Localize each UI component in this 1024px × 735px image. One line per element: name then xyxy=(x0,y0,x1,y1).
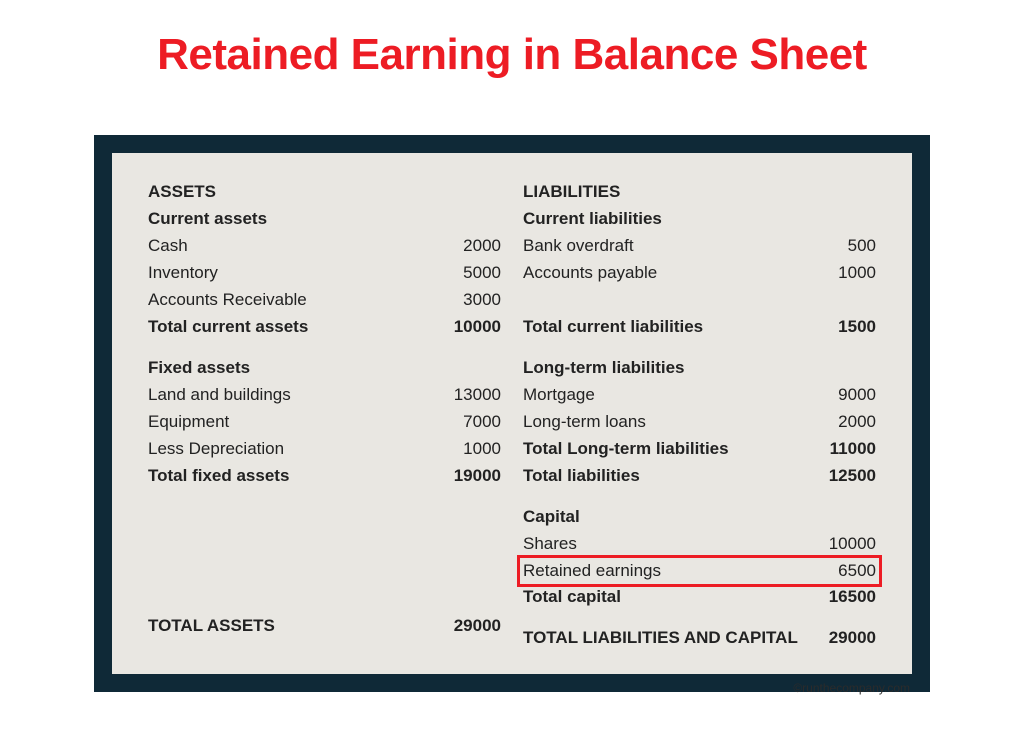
asset-value: 2000 xyxy=(445,233,501,259)
asset-row: Land and buildings 13000 xyxy=(148,382,501,409)
asset-value: 5000 xyxy=(445,260,501,286)
total-current-liabilities-label: Total current liabilities xyxy=(523,314,820,340)
liability-row: Accounts payable 1000 xyxy=(523,260,876,287)
liability-row: Bank overdraft 500 xyxy=(523,233,876,260)
current-liabilities-header: Current liabilities xyxy=(523,206,876,232)
total-liabilities-and-capital-label: TOTAL LIABILITIES AND CAPITAL xyxy=(523,625,811,651)
total-current-liabilities-row: Total current liabilities 1500 xyxy=(523,314,876,341)
total-liabilities-and-capital-row: TOTAL LIABILITIES AND CAPITAL 29000 xyxy=(523,625,876,652)
liability-label: Mortgage xyxy=(523,382,820,408)
asset-label: Less Depreciation xyxy=(148,436,445,462)
total-long-term-liabilities-value: 11000 xyxy=(812,436,876,462)
total-liabilities-row: Total liabilities 12500 xyxy=(523,463,876,490)
capital-header: Capital xyxy=(523,504,876,530)
page: Retained Earning in Balance Sheet ASSETS… xyxy=(0,0,1024,735)
long-term-liabilities-header: Long-term liabilities xyxy=(523,355,876,381)
asset-value: 13000 xyxy=(436,382,501,408)
asset-label: Cash xyxy=(148,233,445,259)
retained-earnings-row: Retained earnings 6500 xyxy=(517,555,882,587)
page-title: Retained Earning in Balance Sheet xyxy=(0,30,1024,80)
total-assets-label: TOTAL ASSETS xyxy=(148,613,436,639)
total-capital-row: Total capital 16500 xyxy=(523,584,876,611)
total-current-liabilities-value: 1500 xyxy=(820,314,876,340)
total-fixed-assets-value: 19000 xyxy=(436,463,501,489)
asset-label: Inventory xyxy=(148,260,445,286)
total-fixed-assets-label: Total fixed assets xyxy=(148,463,436,489)
total-liabilities-and-capital-value: 29000 xyxy=(811,625,876,651)
liability-value: 500 xyxy=(830,233,876,259)
liability-label: Long-term loans xyxy=(523,409,820,435)
asset-row: Cash 2000 xyxy=(148,233,501,260)
retained-earnings-value: 6500 xyxy=(820,558,876,584)
asset-row: Equipment 7000 xyxy=(148,409,501,436)
current-assets-header: Current assets xyxy=(148,206,501,232)
total-capital-value: 16500 xyxy=(811,584,876,610)
total-liabilities-value: 12500 xyxy=(811,463,876,489)
liabilities-header: LIABILITIES xyxy=(523,179,876,205)
liabilities-column: LIABILITIES Current liabilities Bank ove… xyxy=(523,179,876,652)
total-capital-label: Total capital xyxy=(523,584,811,610)
total-long-term-liabilities-label: Total Long-term liabilities xyxy=(523,436,812,462)
capital-label: Shares xyxy=(523,531,811,557)
fixed-assets-header: Fixed assets xyxy=(148,355,501,381)
balance-sheet-body: ASSETS Current assets Cash 2000 Inventor… xyxy=(112,153,912,674)
liability-row: Long-term loans 2000 xyxy=(523,409,876,436)
retained-earnings-label: Retained earnings xyxy=(523,558,820,584)
total-current-assets-label: Total current assets xyxy=(148,314,436,340)
total-long-term-liabilities-row: Total Long-term liabilities 11000 xyxy=(523,436,876,463)
asset-value: 1000 xyxy=(445,436,501,462)
total-assets-value: 29000 xyxy=(436,613,501,639)
liability-value: 9000 xyxy=(820,382,876,408)
asset-value: 7000 xyxy=(445,409,501,435)
total-current-assets-row: Total current assets 10000 xyxy=(148,314,501,341)
asset-row: Accounts Receivable 3000 xyxy=(148,287,501,314)
capital-row: Shares 10000 xyxy=(523,531,876,558)
liability-value: 2000 xyxy=(820,409,876,435)
liability-row: Mortgage 9000 xyxy=(523,382,876,409)
copyright-text: ©runthecompany.com xyxy=(793,681,910,695)
liability-value: 1000 xyxy=(820,260,876,286)
assets-column: ASSETS Current assets Cash 2000 Inventor… xyxy=(148,179,501,652)
total-current-assets-value: 10000 xyxy=(436,314,501,340)
assets-header: ASSETS xyxy=(148,179,501,205)
liability-label: Bank overdraft xyxy=(523,233,830,259)
total-liabilities-label: Total liabilities xyxy=(523,463,811,489)
asset-label: Accounts Receivable xyxy=(148,287,445,313)
balance-sheet-frame: ASSETS Current assets Cash 2000 Inventor… xyxy=(94,135,930,692)
asset-value: 3000 xyxy=(445,287,501,313)
asset-row: Inventory 5000 xyxy=(148,260,501,287)
asset-label: Equipment xyxy=(148,409,445,435)
total-assets-row: TOTAL ASSETS 29000 xyxy=(148,613,501,640)
asset-row: Less Depreciation 1000 xyxy=(148,436,501,463)
liability-label: Accounts payable xyxy=(523,260,820,286)
capital-value: 10000 xyxy=(811,531,876,557)
total-fixed-assets-row: Total fixed assets 19000 xyxy=(148,463,501,490)
asset-label: Land and buildings xyxy=(148,382,436,408)
